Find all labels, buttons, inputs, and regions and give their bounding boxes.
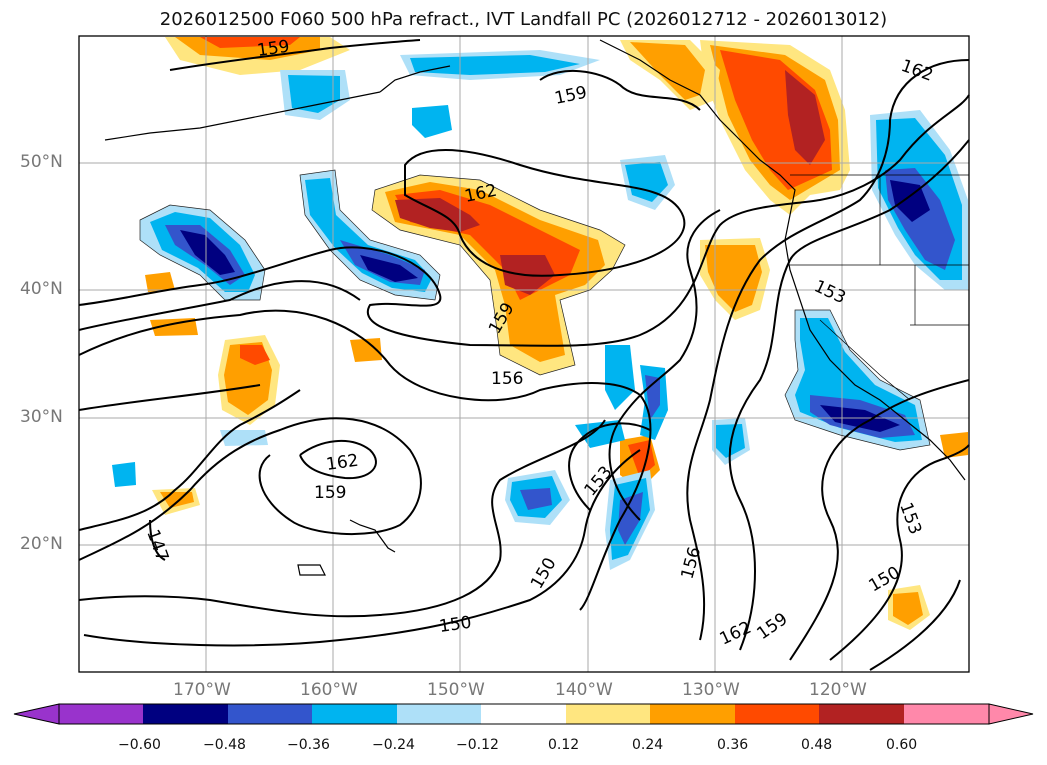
map-frame	[78, 35, 970, 673]
contour-label: 162	[325, 451, 360, 475]
lat-label: 40°N	[20, 279, 63, 299]
colorbar-tick-label: −0.48	[203, 737, 246, 753]
borders	[790, 174, 969, 401]
colorbar-tick-label: 0.24	[632, 737, 664, 753]
lon-label: 170°W	[173, 680, 231, 700]
lon-label: 160°W	[300, 680, 358, 700]
colorbar-tick-label: 0.60	[886, 737, 918, 753]
lon-label: 130°W	[682, 680, 740, 700]
colorbar-tick-label: −0.36	[287, 737, 330, 753]
lon-label: 140°W	[555, 680, 613, 700]
colorbar	[13, 703, 1034, 725]
colorbar-segment	[59, 704, 143, 724]
colorbar-segment	[228, 704, 312, 724]
colorbar-segment	[904, 704, 989, 724]
colorbar-segment	[397, 704, 481, 724]
colorbar-segment	[481, 704, 566, 724]
lat-label: 20°N	[20, 534, 63, 554]
colorbar-tick-label: −0.12	[456, 737, 499, 753]
colorbar-frame	[58, 703, 990, 725]
colorbar-segment	[650, 704, 735, 724]
colorbar-tick-label: 0.12	[548, 737, 580, 753]
map-title: 2026012500 F060 500 hPa refract., IVT La…	[159, 9, 888, 30]
contour-label: 156	[491, 369, 523, 389]
contours	[78, 39, 970, 671]
colorbar-tick-label: −0.24	[372, 737, 415, 753]
colorbar-tick-label: 0.48	[801, 737, 833, 753]
lat-label: 30°N	[20, 407, 63, 427]
contour-label: 150	[438, 613, 473, 637]
colorbar-arrow-left	[13, 703, 60, 725]
lat-label: 50°N	[20, 152, 63, 172]
lon-label: 120°W	[809, 680, 867, 700]
contour-label: 159	[314, 483, 346, 503]
colorbar-tick-label: −0.60	[118, 737, 161, 753]
colorbar-segment	[819, 704, 904, 724]
colorbar-segment	[566, 704, 650, 724]
colorbar-segment	[312, 704, 397, 724]
colorbar-tick-label: 0.36	[717, 737, 749, 753]
graticule	[79, 36, 969, 672]
lon-label: 150°W	[427, 680, 485, 700]
colorbar-segment	[735, 704, 819, 724]
colorbar-arrow-right	[988, 703, 1034, 725]
contour-label: 159	[256, 37, 291, 61]
colorbar-segment	[143, 704, 228, 724]
